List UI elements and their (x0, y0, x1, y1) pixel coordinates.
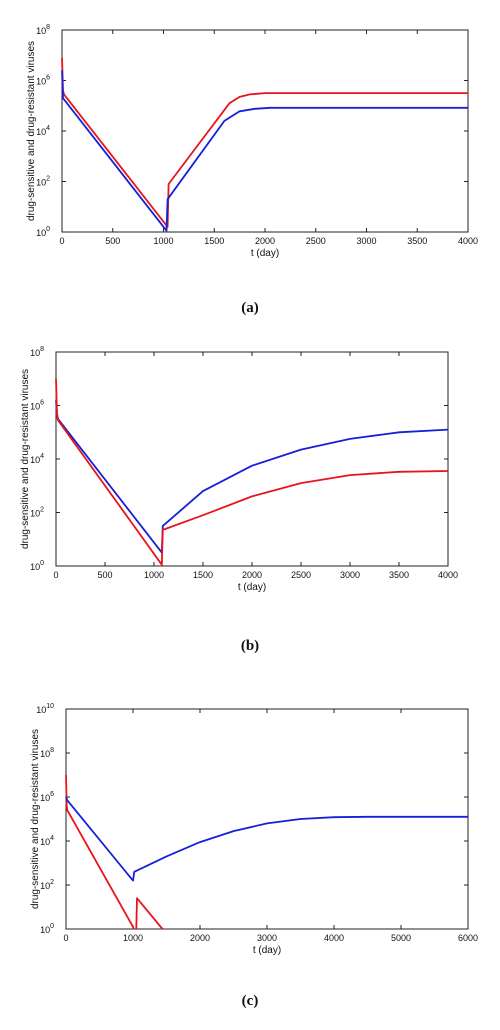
y-tick-label: 108 (30, 346, 44, 358)
y-tick-label: 100 (36, 226, 50, 238)
y-tick-label: 108 (40, 747, 54, 759)
series-line-1 (65, 774, 135, 930)
y-tick-label: 102 (30, 507, 44, 519)
x-tick-label: 5000 (391, 933, 411, 943)
x-tick-label: 500 (105, 236, 120, 246)
x-tick-label: 3000 (356, 236, 376, 246)
series-line-1 (55, 400, 449, 554)
y-tick-label: 104 (30, 453, 44, 465)
x-tick-label: 3500 (407, 236, 427, 246)
series-line-2 (135, 897, 164, 930)
chart-a: 0 500 1000 1500 2000 2500 3000 3500 4000 100 102 10… (26, 24, 478, 259)
caption-b: (b) (240, 638, 260, 654)
plot-frame (65, 708, 469, 930)
y-axis-label: drug-sensitive and drug-resistant viruse… (26, 41, 37, 221)
x-tick-label: 0 (59, 236, 64, 246)
x-axis-label: t (day) (251, 248, 279, 259)
x-tick-label: 1500 (193, 570, 213, 580)
x-tick-label: 1000 (153, 236, 173, 246)
caption-c: (c) (241, 993, 259, 1009)
y-tick-label: 106 (40, 791, 54, 803)
y-tick-label: 104 (40, 835, 54, 847)
series-line-2 (55, 378, 449, 566)
series-line-3 (65, 796, 468, 882)
x-tick-label: 2000 (242, 570, 262, 580)
x-tick-label: 1000 (123, 933, 143, 943)
x-tick-label: 2500 (306, 236, 326, 246)
y-axis-label: drug-sensitive and drug-resistant viruse… (20, 369, 31, 549)
plot-frame (55, 351, 449, 567)
x-tick-label: 0 (63, 933, 68, 943)
x-axis-label: t (day) (253, 945, 281, 956)
y-axis-label: drug-sensitive and drug-resistant viruse… (30, 729, 41, 909)
chart-b: 0 500 1000 1500 2000 2500 3000 3500 4000 100 102 10… (20, 346, 458, 593)
y-tick-label: 108 (36, 24, 50, 36)
y-tick-label: 1010 (36, 703, 54, 715)
x-tick-label: 4000 (458, 236, 478, 246)
y-tick-label: 102 (40, 879, 54, 891)
chart-panel-a: 0 500 1000 1500 2000 2500 3000 3500 4000 100 102 10… (0, 0, 500, 316)
x-tick-label: 0 (53, 570, 58, 580)
plot-frame (61, 29, 469, 233)
x-axis-label: t (day) (238, 582, 266, 593)
caption-a: (a) (241, 300, 259, 316)
x-tick-label: 3500 (389, 570, 409, 580)
x-tick-label: 3000 (257, 933, 277, 943)
y-tick-label: 106 (30, 400, 44, 412)
chart-panel-b: 0 500 1000 1500 2000 2500 3000 3500 4000 100 102 10… (0, 340, 500, 670)
series-line-2 (61, 70, 468, 232)
x-tick-label: 1500 (204, 236, 224, 246)
x-tick-label: 4000 (438, 570, 458, 580)
series-line-1 (61, 57, 468, 228)
x-tick-label: 2000 (255, 236, 275, 246)
x-tick-label: 3000 (340, 570, 360, 580)
x-tick-label: 2500 (291, 570, 311, 580)
x-tick-label: 2000 (190, 933, 210, 943)
y-tick-label: 102 (36, 176, 50, 188)
y-tick-label: 100 (40, 923, 54, 935)
chart-c: 0 1000 2000 3000 4000 5000 6000 100 102 104 106 108… (30, 703, 478, 956)
y-tick-label: 106 (36, 75, 50, 87)
y-tick-label: 104 (36, 125, 50, 137)
x-tick-label: 500 (97, 570, 112, 580)
x-tick-label: 1000 (144, 570, 164, 580)
chart-panel-c: 0 1000 2000 3000 4000 5000 6000 100 102 104 106 108… (0, 695, 500, 1030)
x-tick-label: 6000 (458, 933, 478, 943)
x-tick-label: 4000 (324, 933, 344, 943)
y-tick-label: 100 (30, 560, 44, 572)
